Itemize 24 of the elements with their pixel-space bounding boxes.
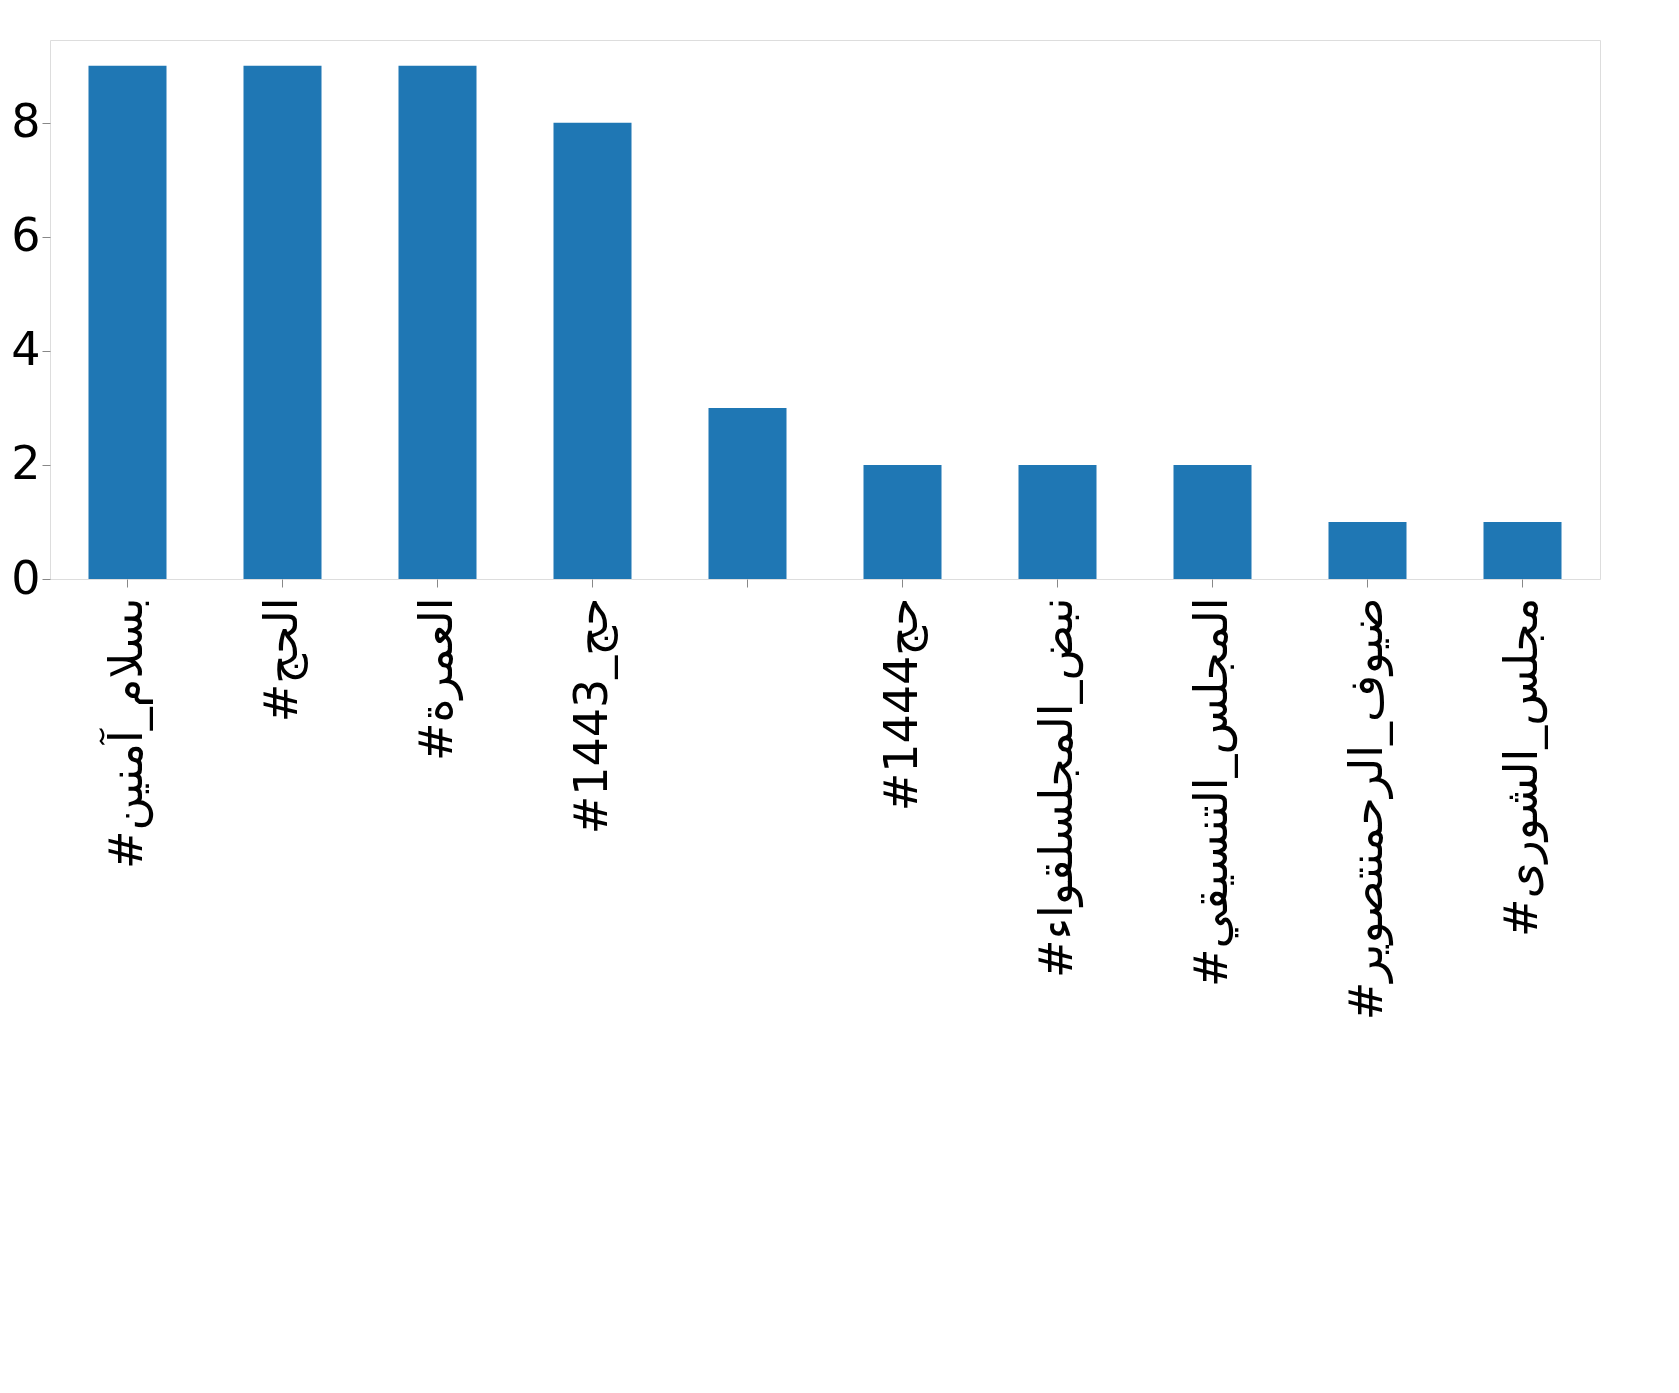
- bar: [1483, 521, 1562, 579]
- x-tick-label: #الحج: [253, 597, 308, 723]
- x-tick-label: #مجلس_الشورى: [1493, 597, 1549, 938]
- y-tick-label: 0: [11, 550, 41, 605]
- y-tick-label: 2: [11, 436, 41, 491]
- x-tick-label: #نبض_المجلسلقواء: [1028, 597, 1084, 979]
- bar: [243, 65, 322, 579]
- x-tick-label: #ضيوف_الرحمنتصوير: [1338, 597, 1394, 1021]
- x-tick-label: #العمرة: [408, 597, 464, 762]
- bar: [1018, 464, 1097, 579]
- y-tick-label: 4: [11, 322, 41, 377]
- bar: [1328, 521, 1407, 579]
- y-tick-label: 8: [11, 94, 41, 149]
- bar: [1173, 464, 1252, 579]
- bar: [398, 65, 477, 579]
- bar: [88, 65, 167, 579]
- x-tick-label: #المجلس_التنسيقي: [1183, 597, 1239, 988]
- bar: [708, 407, 787, 579]
- y-tick-label: 6: [11, 208, 41, 263]
- x-tick-label: #حج1444: [873, 597, 928, 812]
- x-tick-label: #بسلام_آمنين: [98, 597, 154, 870]
- x-tick-label: #حج_1443: [563, 597, 618, 835]
- bar: [863, 464, 942, 579]
- bar: [553, 122, 632, 579]
